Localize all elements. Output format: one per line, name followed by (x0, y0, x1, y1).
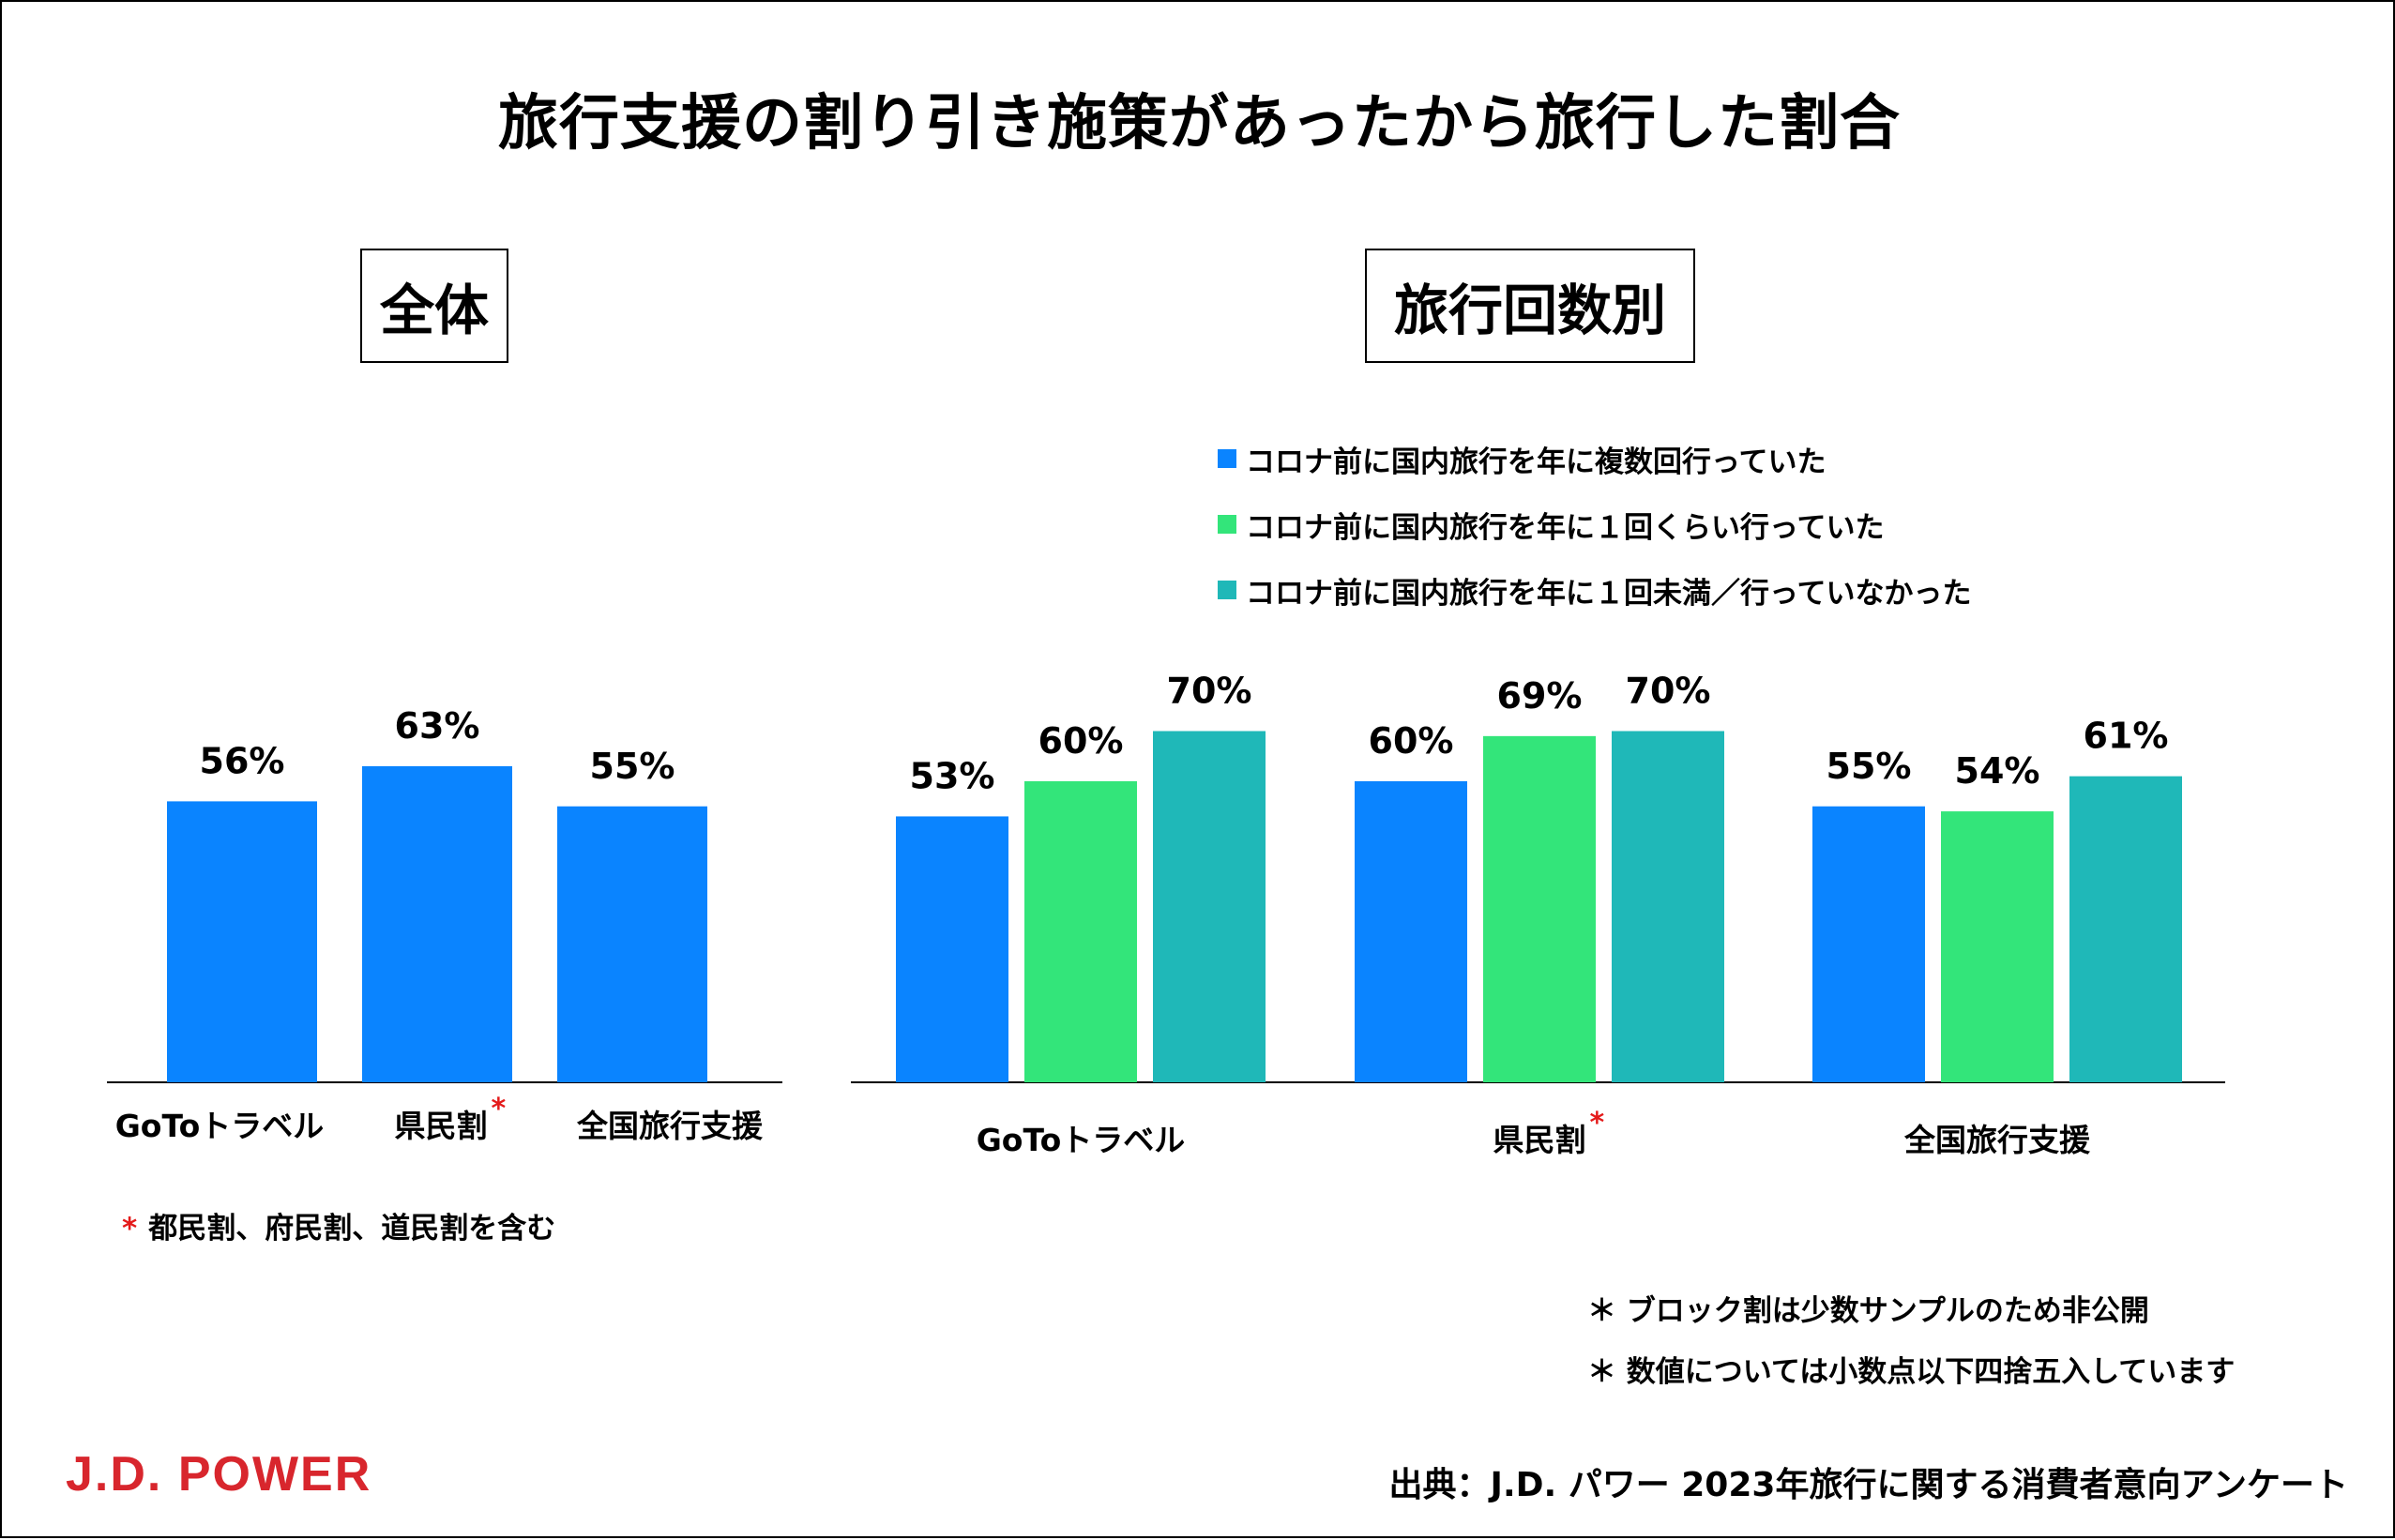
footnote-block: ＊ ブロック割は少数サンプルのため非公開 (1587, 1287, 2149, 1329)
bar-by-frequency (2069, 777, 2182, 1082)
data-label-by-frequency: 60% (1369, 720, 1454, 762)
bar-by-frequency (896, 816, 1008, 1082)
x-tick-label-by-frequency: 県民割 (1493, 1122, 1586, 1158)
data-label-by-frequency: 54% (1955, 750, 2040, 792)
bar-by-frequency (1153, 732, 1266, 1083)
bar-by-frequency (1483, 736, 1596, 1082)
data-label-by-frequency: 61% (2084, 716, 2169, 757)
bar-overall (167, 801, 317, 1082)
asterisk-marker: * (492, 1093, 507, 1125)
x-tick-label-by-frequency: GoToトラベル (977, 1122, 1186, 1158)
x-tick-label-overall: GoToトラベル (115, 1108, 325, 1144)
footnote-prefecture: * 都民割、府民割、道民割を含む (122, 1204, 555, 1246)
bar-by-frequency (1612, 732, 1724, 1083)
data-label-overall: 63% (395, 705, 480, 747)
bar-by-frequency (1355, 781, 1467, 1082)
x-tick-label-by-frequency: 全国旅行支援 (1903, 1122, 2091, 1158)
asterisk-marker: * (1590, 1107, 1605, 1140)
page: 旅行支援の割り引き施策があったから旅行した割合 全体 旅行回数別 コロナ前に国内… (0, 0, 2395, 1538)
data-label-by-frequency: 70% (1167, 671, 1252, 712)
bar-by-frequency (1024, 781, 1137, 1082)
bar-by-frequency (1812, 807, 1925, 1082)
bar-overall (362, 766, 512, 1082)
source-credit: 出典：J.D. パワー 2023年旅行に関する消費者意向アンケート (1389, 1457, 2348, 1506)
data-label-by-frequency: 70% (1626, 671, 1711, 712)
data-label-by-frequency: 60% (1038, 720, 1124, 762)
data-label-by-frequency: 69% (1497, 675, 1583, 717)
footnote-prefecture-text: 都民割、府民割、道民割を含む (148, 1212, 555, 1246)
x-tick-label-overall: 県民割 (395, 1108, 488, 1144)
data-label-overall: 55% (590, 746, 675, 787)
bar-overall (557, 807, 707, 1082)
footnote-rounding: ＊ 数値については小数点以下四捨五入しています (1587, 1348, 2235, 1390)
bar-by-frequency (1941, 811, 2054, 1082)
x-tick-label-overall: 全国旅行支援 (576, 1108, 764, 1144)
data-label-by-frequency: 53% (910, 755, 995, 796)
data-label-overall: 56% (200, 740, 285, 781)
jd-power-logo: J.D. POWER (66, 1446, 371, 1502)
asterisk-mark: * (122, 1212, 137, 1246)
data-label-by-frequency: 55% (1827, 746, 1912, 787)
